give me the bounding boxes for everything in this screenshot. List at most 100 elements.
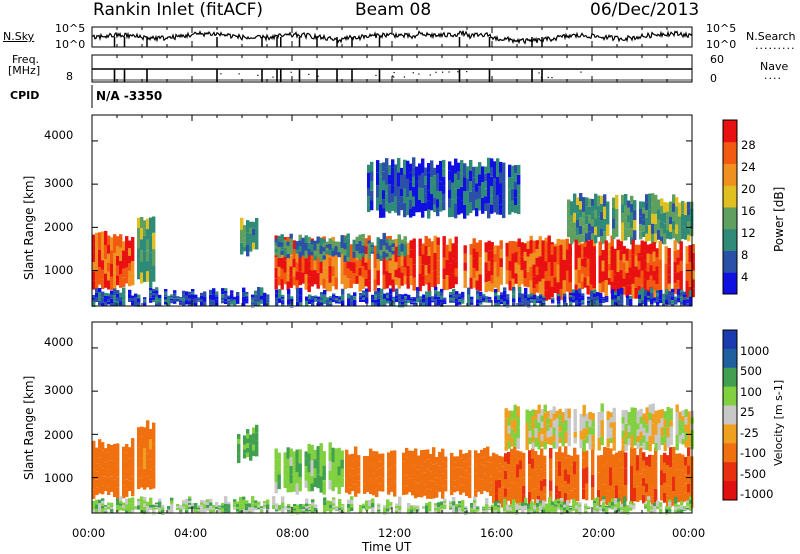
freq-label-line2: [MHz]	[8, 64, 41, 77]
power-ytick-2000: 2000	[44, 220, 74, 234]
date-title: 06/Dec/2013	[590, 0, 700, 20]
nave-dot	[429, 74, 431, 76]
power-colorbar-label: Power [dB]	[772, 186, 786, 252]
nave-dot	[580, 71, 582, 73]
velocity-cb-tick-25: 25	[740, 405, 755, 419]
velocity-colorbar-segment	[723, 386, 737, 407]
power-colorbar-segment	[723, 272, 737, 295]
power-cb-tick-16: 16	[741, 204, 756, 218]
velocity-colorbar-segment	[723, 424, 737, 444]
noise-left-tick-top: 10^5	[55, 22, 86, 35]
velocity-heatmap-region-6	[504, 403, 694, 452]
velocity-colorbar-segment	[723, 443, 737, 463]
noise-sky-trace	[92, 30, 693, 45]
velocity-cb-tick-m1000: -1000	[740, 487, 774, 501]
cpid-label: CPID	[10, 89, 40, 102]
velocity-cb-tick-100: 100	[740, 385, 762, 399]
power-heatmap-region-8	[92, 287, 693, 308]
xtick-0800: 08:00	[276, 526, 310, 540]
nave-dot	[412, 72, 414, 74]
power-heatmap-region-4	[274, 232, 407, 262]
power-heatmap-region-7	[529, 239, 695, 301]
velocity-ytick-2000: 2000	[44, 428, 74, 442]
xtick-1200: 12:00	[378, 526, 412, 540]
power-cb-tick-28: 28	[741, 138, 756, 152]
nave-dot	[540, 76, 543, 79]
velocity-colorbar-label: Velocity [m s-1]	[772, 379, 785, 466]
power-cb-tick-20: 20	[741, 182, 756, 196]
noise-search-dots: ·········	[755, 42, 796, 55]
velocity-cb-tick-m25: -25	[740, 426, 759, 440]
freq-label-line1: Freq.	[12, 53, 40, 66]
nave-dot	[272, 76, 274, 78]
nave-dot	[393, 71, 395, 74]
nave-dot	[466, 71, 468, 73]
power-heatmap-region-5	[367, 157, 521, 219]
velocity-heatmap-region-1	[137, 420, 156, 490]
power-colorbar-segment	[723, 185, 737, 208]
noise-sky-label: N.Sky	[3, 30, 35, 43]
xtick-1600: 16:00	[480, 526, 514, 540]
velocity-heatmap-region-3	[274, 442, 344, 495]
beam-title: Beam 08	[355, 0, 432, 20]
nave-dot	[457, 71, 459, 73]
velocity-cb-tick-m100: -100	[740, 446, 767, 460]
nave-dot	[418, 73, 420, 75]
power-ylabel: Slant Range [km]	[22, 175, 36, 280]
nave-dot	[238, 73, 240, 75]
nave-dot	[257, 74, 259, 76]
nave-dot	[448, 71, 450, 73]
power-ytick-1000: 1000	[44, 263, 74, 277]
noise-right-tick-top: 10^5	[706, 22, 737, 35]
nave-dot	[393, 76, 395, 78]
nave-dot	[551, 76, 553, 79]
nave-dot	[317, 75, 319, 77]
velocity-colorbar-segment	[723, 481, 737, 501]
velocity-heatmap-region-2	[237, 424, 259, 464]
xtick-2000: 20:00	[582, 526, 616, 540]
velocity-colorbar-segment	[723, 405, 737, 425]
velocity-ytick-1000: 1000	[44, 471, 74, 485]
velocity-ytick-3000: 3000	[44, 383, 74, 397]
nave-dot	[435, 71, 437, 73]
velocity-cb-tick-m500: -500	[740, 467, 767, 481]
nave-dot	[538, 72, 540, 74]
nave-dot	[442, 71, 444, 73]
xtick-0000: 00:00	[72, 526, 106, 540]
velocity-colorbar-segment	[723, 348, 737, 369]
velocity-heatmap-region-4	[345, 446, 496, 499]
power-colorbar-segment	[723, 120, 737, 143]
nave-tick-bottom: 0	[710, 72, 717, 85]
velocity-ylabel: Slant Range [km]	[22, 375, 36, 480]
noise-right-tick-bottom: 10^0	[706, 38, 737, 51]
xaxis-label: Time UT	[362, 540, 412, 554]
velocity-heatmap-region-0	[92, 438, 135, 499]
cpid-value: N/A -3350	[96, 89, 163, 103]
noise-left-tick-bottom: 10^0	[55, 38, 86, 51]
power-ytick-3000: 3000	[44, 176, 74, 190]
velocity-heatmap-region-5	[492, 446, 694, 508]
nave-dot	[403, 76, 406, 78]
nave-dot	[308, 73, 310, 75]
power-heatmap-region-2	[240, 217, 259, 257]
velocity-cb-tick-500: 500	[740, 364, 762, 378]
power-colorbar-segment	[723, 207, 737, 230]
nave-dot	[290, 71, 292, 73]
power-heatmap-region-6	[567, 193, 694, 245]
power-colorbar-frame	[722, 119, 738, 295]
power-colorbar-segment	[723, 250, 737, 273]
velocity-colorbar-segment	[723, 367, 737, 388]
power-colorbar-segment	[723, 163, 737, 186]
nave-label: Nave	[760, 60, 789, 73]
xtick-2400: 00:00	[672, 526, 706, 540]
velocity-colorbar-frame	[722, 329, 738, 501]
power-heatmap-region-0	[92, 230, 135, 291]
power-cb-tick-4: 4	[741, 270, 749, 284]
nave-tick-top: 60	[710, 53, 724, 66]
power-cb-tick-24: 24	[741, 160, 756, 174]
power-heatmap-region-1	[137, 216, 156, 288]
velocity-colorbar-segment	[723, 462, 737, 482]
velocity-cb-tick-1000: 1000	[740, 344, 770, 358]
power-colorbar-segment	[723, 141, 737, 164]
